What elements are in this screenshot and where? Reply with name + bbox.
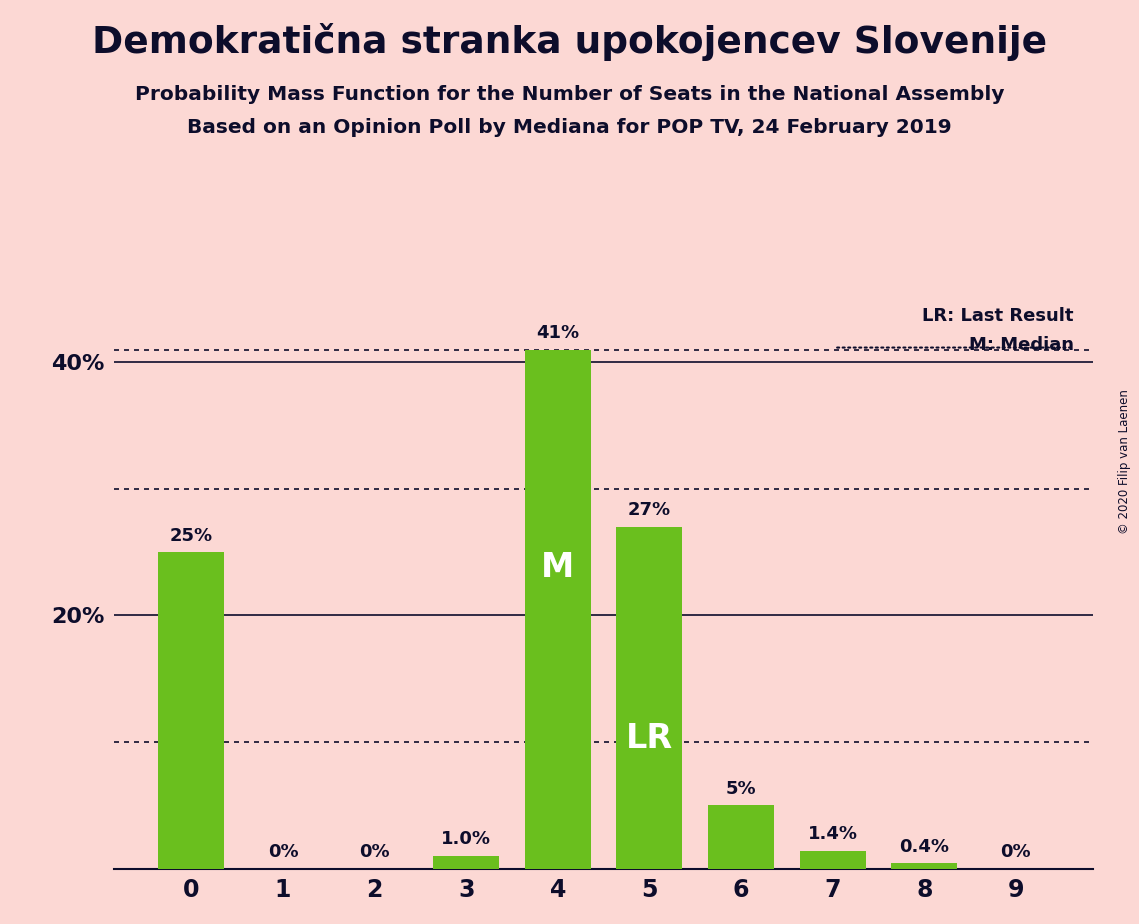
Text: Based on an Opinion Poll by Mediana for POP TV, 24 February 2019: Based on an Opinion Poll by Mediana for … <box>187 118 952 138</box>
Text: Demokratična stranka upokojencev Slovenije: Demokratična stranka upokojencev Sloveni… <box>92 23 1047 61</box>
Bar <box>616 527 682 869</box>
Bar <box>158 553 224 869</box>
Text: 41%: 41% <box>536 324 580 342</box>
Text: 0%: 0% <box>1001 843 1031 861</box>
Bar <box>892 864 957 869</box>
Text: 27%: 27% <box>628 502 671 519</box>
Text: 0.4%: 0.4% <box>900 838 949 856</box>
Text: Probability Mass Function for the Number of Seats in the National Assembly: Probability Mass Function for the Number… <box>134 85 1005 104</box>
Text: 5%: 5% <box>726 780 756 797</box>
Text: 0%: 0% <box>359 843 390 861</box>
Text: 1.4%: 1.4% <box>808 825 858 844</box>
Bar <box>433 856 499 869</box>
Text: M: Median: M: Median <box>969 336 1074 354</box>
Text: LR: LR <box>626 723 673 755</box>
Text: M: M <box>541 551 574 584</box>
Text: LR: Last Result: LR: Last Result <box>923 307 1074 325</box>
Text: 25%: 25% <box>170 527 213 544</box>
Bar <box>525 349 591 869</box>
Bar <box>800 851 866 869</box>
Bar <box>708 806 775 869</box>
Text: 0%: 0% <box>268 843 298 861</box>
Text: © 2020 Filip van Laenen: © 2020 Filip van Laenen <box>1118 390 1131 534</box>
Text: 1.0%: 1.0% <box>441 831 491 848</box>
